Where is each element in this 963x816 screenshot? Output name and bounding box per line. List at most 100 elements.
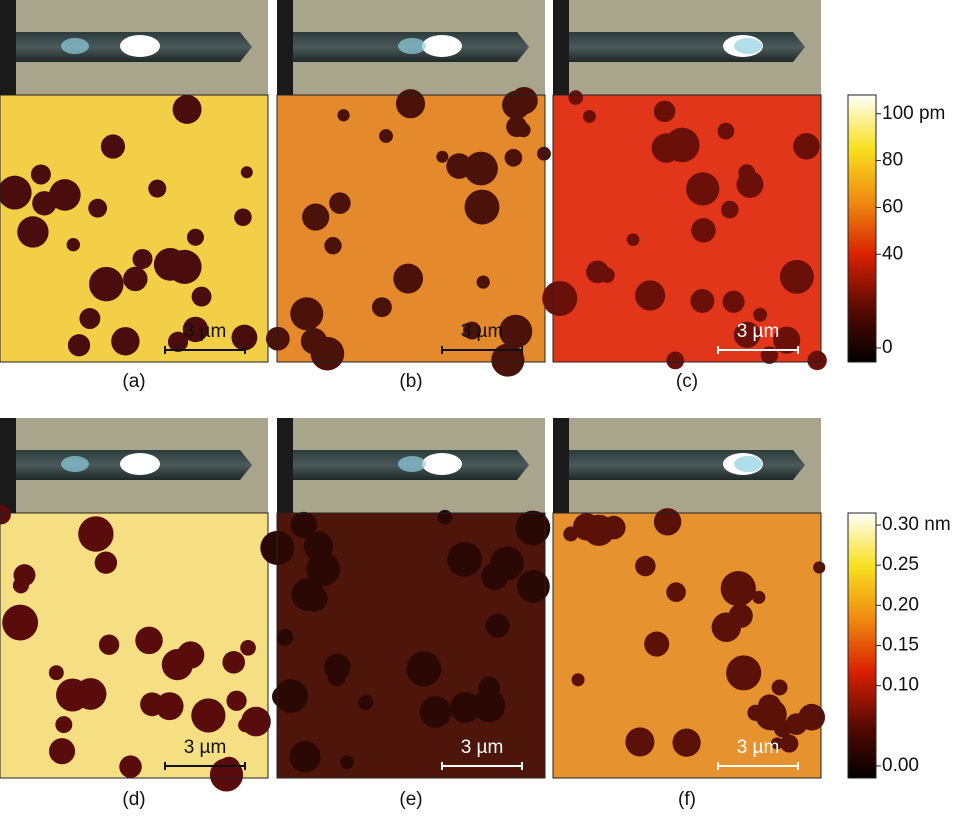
panel-label: (e) [399,789,422,810]
domain [358,694,374,710]
domain [276,629,294,646]
panel: 3 µm (f) [552,418,826,810]
domain [153,248,187,281]
panel: 3 µm (b) [265,0,551,392]
scale-bar-label: 3 µm [737,737,780,758]
domain [720,570,756,607]
domain [302,585,328,612]
reflection [398,38,426,54]
domain [191,286,212,307]
cantilever [569,450,805,480]
panel-label: (a) [122,371,145,392]
domain [111,327,140,356]
domain [726,655,762,691]
domain [337,109,350,122]
laser-spot [120,453,160,475]
colorbar [847,94,877,363]
domain [572,513,601,541]
map-edge [0,94,269,363]
domain [234,208,252,227]
domain [240,166,253,179]
colorbar-tick-label: 0 [882,337,893,358]
domain [231,324,258,351]
domain [209,758,244,792]
domain [406,651,442,687]
domain [755,698,787,731]
domain [17,216,49,248]
domain [135,626,163,655]
domain [123,266,148,292]
chip [277,418,293,513]
domain [238,717,253,733]
panel: 3 µm (a) [0,0,269,392]
domain [485,613,510,638]
domain [733,321,761,349]
domain [502,90,531,120]
domain [340,755,355,770]
afm-map [0,513,268,778]
domain [626,233,640,246]
colorbar-tick-label: 60 [882,196,903,217]
map-edge [552,94,822,363]
reflection [398,456,426,472]
domain [568,90,584,105]
domain [771,679,788,696]
domain [177,641,205,669]
chip [553,418,569,513]
domain [666,582,686,603]
domain [88,198,108,218]
laser-spot [422,35,462,57]
domain [446,153,472,179]
domain [752,590,766,604]
reflection [734,456,762,472]
domain [89,266,124,302]
domain [94,551,118,574]
domain [779,259,814,294]
panel-label: (b) [399,371,422,392]
domain [48,738,76,765]
domain [119,755,142,778]
domain [447,542,482,577]
domain [74,678,107,710]
domain [542,280,578,316]
panel: 3 µm (d) [0,418,271,810]
domain [666,351,685,370]
domain [491,343,525,377]
domain [691,218,716,243]
domain [310,336,345,371]
colorbar-tick-label: 0.15 [882,635,919,656]
domain [186,228,204,246]
domain [0,175,32,210]
domain [653,100,676,123]
colorbar-tick-label: 0.10 [882,675,919,696]
domain [329,192,351,214]
domain [476,275,490,289]
domain [379,129,393,143]
domain [0,504,11,525]
domain [449,692,481,723]
cantilever [569,32,805,62]
domain [393,263,424,294]
domain [371,297,392,318]
domain [265,326,290,351]
domain [515,510,551,546]
domain [720,200,739,219]
domain [191,698,226,733]
domain [499,314,533,348]
domain [419,696,452,728]
domain [274,679,309,713]
domain [289,741,321,773]
map-edge [0,512,269,779]
domain [770,737,784,750]
domain [516,569,550,603]
reflection [61,456,89,472]
laser-spot [120,35,160,57]
domain [222,650,246,674]
domain [13,564,36,587]
domain [717,122,735,140]
panel-label: (d) [122,789,145,810]
domain [155,692,184,721]
domain [644,631,670,657]
map-edge [552,512,822,779]
